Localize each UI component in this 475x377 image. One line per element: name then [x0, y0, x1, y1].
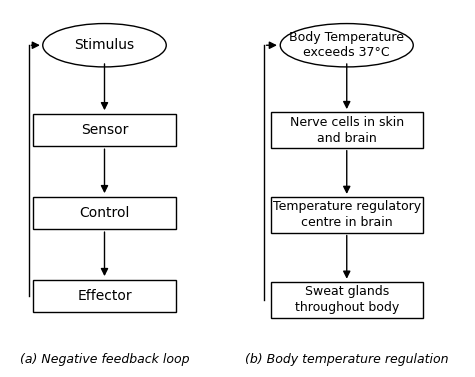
Text: Temperature regulatory
centre in brain: Temperature regulatory centre in brain: [273, 201, 421, 229]
Bar: [271, 197, 423, 233]
Text: Stimulus: Stimulus: [75, 38, 134, 52]
Text: (a) Negative feedback loop: (a) Negative feedback loop: [20, 353, 189, 366]
Text: Effector: Effector: [77, 289, 132, 303]
Bar: [271, 282, 423, 317]
Text: Sweat glands
throughout body: Sweat glands throughout body: [294, 285, 399, 314]
Bar: [33, 197, 176, 229]
Bar: [33, 280, 176, 312]
Text: Control: Control: [79, 206, 130, 220]
Text: Sensor: Sensor: [81, 123, 128, 137]
Bar: [271, 112, 423, 148]
Text: (b) Body temperature regulation: (b) Body temperature regulation: [245, 353, 448, 366]
Bar: [33, 114, 176, 146]
Text: Nerve cells in skin
and brain: Nerve cells in skin and brain: [290, 116, 404, 144]
Text: Body Temperature
exceeds 37°C: Body Temperature exceeds 37°C: [289, 31, 404, 59]
